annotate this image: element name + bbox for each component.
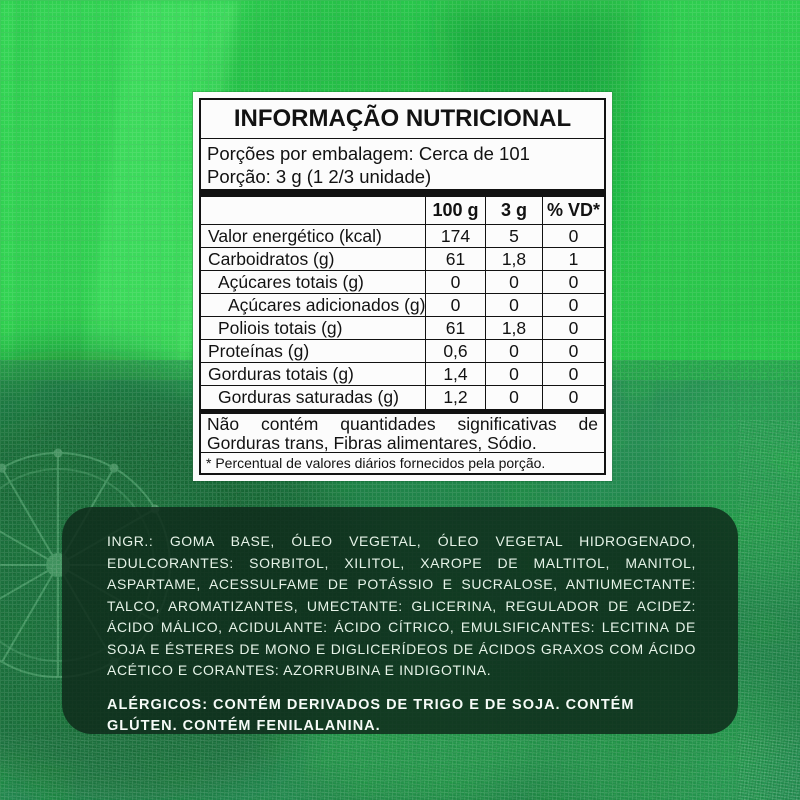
row-value-100g: 0,6 (425, 340, 485, 362)
servings-per-package: Porções por embalagem: Cerca de 101 (207, 143, 530, 164)
nutrition-facts-frame: INFORMAÇÃO NUTRICIONAL Porções por embal… (199, 98, 606, 475)
column-header-row: 100 g 3 g % VD* (201, 197, 604, 225)
ingredients-text: INGR.: GOMA BASE, ÓLEO VEGETAL, ÓLEO VEG… (107, 533, 696, 678)
table-row: Açúcares adicionados (g) 0 0 0 (201, 294, 604, 317)
row-value-vd: 0 (542, 317, 604, 339)
row-value-100g: 61 (425, 317, 485, 339)
column-header-3g: 3 g (485, 197, 542, 224)
row-value-100g: 61 (425, 248, 485, 270)
row-label: Poliois totais (g) (218, 317, 343, 338)
column-header-vd: % VD* (542, 197, 604, 224)
row-label: Valor energético (kcal) (208, 225, 382, 246)
row-value-100g: 174 (425, 225, 485, 247)
row-value-3g: 0 (485, 340, 542, 362)
nutrition-title: INFORMAÇÃO NUTRICIONAL (233, 105, 572, 132)
row-value-vd: 0 (542, 363, 604, 385)
table-row: Gorduras totais (g) 1,4 0 0 (201, 363, 604, 386)
divider (201, 452, 604, 453)
row-label: Carboidratos (g) (208, 248, 335, 269)
no-significant-note: Não contém quantidades significativas de… (207, 414, 598, 453)
row-value-3g: 0 (485, 386, 542, 409)
row-value-100g: 1,4 (425, 363, 485, 385)
row-value-3g: 0 (485, 363, 542, 385)
column-header-blank (201, 197, 425, 224)
row-value-100g: 0 (425, 294, 485, 316)
table-row: Gorduras saturadas (g) 1,2 0 0 (201, 386, 604, 409)
row-value-vd: 0 (542, 225, 604, 247)
table-row: Açúcares totais (g) 0 0 0 (201, 271, 604, 294)
thick-divider (201, 189, 604, 197)
table-row: Proteínas (g) 0,6 0 0 (201, 340, 604, 363)
serving-info: Porções por embalagem: Cerca de 101 Porç… (201, 139, 604, 189)
divider (201, 138, 604, 139)
row-label: Açúcares totais (g) (218, 271, 364, 292)
portion-size: Porção: 3 g (1 2/3 unidade) (207, 166, 432, 187)
row-value-3g: 0 (485, 294, 542, 316)
row-value-vd: 0 (542, 271, 604, 293)
row-label: Gorduras totais (g) (208, 363, 354, 384)
row-value-vd: 0 (542, 294, 604, 316)
daily-value-footnote: * Percentual de valores diários fornecid… (206, 455, 546, 471)
ingredients-panel: INGR.: GOMA BASE, ÓLEO VEGETAL, ÓLEO VEG… (62, 507, 738, 734)
row-value-vd: 1 (542, 248, 604, 270)
row-value-3g: 1,8 (485, 317, 542, 339)
table-row: Poliois totais (g) 61 1,8 0 (201, 317, 604, 340)
row-value-100g: 0 (425, 271, 485, 293)
table-row: Valor energético (kcal) 174 5 0 (201, 225, 604, 248)
allergens-text: ALÉRGICOS: CONTÉM DERIVADOS DE TRIGO E D… (107, 696, 635, 734)
row-value-vd: 0 (542, 386, 604, 409)
nutrition-facts-box: INFORMAÇÃO NUTRICIONAL Porções por embal… (193, 92, 612, 481)
row-value-100g: 1,2 (425, 386, 485, 409)
row-label: Gorduras saturadas (g) (218, 387, 399, 407)
row-value-vd: 0 (542, 340, 604, 362)
row-value-3g: 5 (485, 225, 542, 247)
row-value-3g: 1,8 (485, 248, 542, 270)
fabric-texture-bottom (0, 734, 800, 800)
row-value-3g: 0 (485, 271, 542, 293)
row-label: Açúcares adicionados (g) (228, 294, 425, 315)
column-header-100g: 100 g (425, 197, 485, 224)
table-row: Carboidratos (g) 61 1,8 1 (201, 248, 604, 271)
row-label: Proteínas (g) (208, 340, 310, 361)
thick-divider-bottom (201, 409, 604, 414)
